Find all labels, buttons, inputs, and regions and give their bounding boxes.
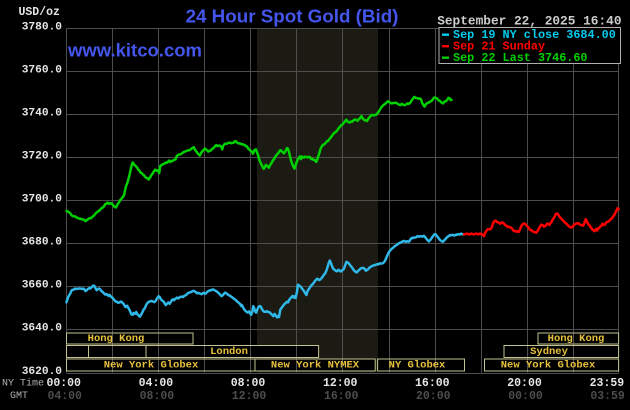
- svg-text:24 Hour Spot Gold (Bid): 24 Hour Spot Gold (Bid): [186, 6, 399, 27]
- svg-text:Sep 19 NY close 3684.00: Sep 19 NY close 3684.00: [453, 28, 616, 42]
- svg-text:3720.0: 3720.0: [22, 151, 63, 163]
- svg-text:NY Globex: NY Globex: [389, 360, 446, 372]
- svg-text:00:00: 00:00: [46, 377, 81, 390]
- svg-text:04:00: 04:00: [47, 390, 82, 403]
- svg-text:3680.0: 3680.0: [22, 237, 63, 249]
- svg-text:20:00: 20:00: [416, 390, 451, 403]
- svg-text:September 22, 2025 16:40: September 22, 2025 16:40: [437, 14, 621, 29]
- svg-text:3760.0: 3760.0: [22, 64, 63, 76]
- svg-text:3780.0: 3780.0: [22, 21, 63, 33]
- svg-text:12:00: 12:00: [323, 377, 358, 390]
- svg-text:3740.0: 3740.0: [22, 107, 63, 119]
- svg-text:00:00: 00:00: [508, 390, 543, 403]
- svg-text:3700.0: 3700.0: [22, 194, 63, 206]
- svg-text:04:00: 04:00: [139, 377, 174, 390]
- svg-text:3620.0: 3620.0: [22, 366, 63, 378]
- svg-text:Sep 21 Sunday: Sep 21 Sunday: [453, 40, 545, 54]
- svg-text:3660.0: 3660.0: [22, 280, 63, 292]
- svg-text:08:00: 08:00: [140, 390, 175, 403]
- svg-text:London: London: [210, 346, 248, 358]
- svg-text:12:00: 12:00: [232, 390, 267, 403]
- svg-text:New York NYMEX: New York NYMEX: [271, 360, 360, 372]
- svg-text:Sydney: Sydney: [530, 346, 569, 358]
- svg-text:03:59: 03:59: [590, 390, 625, 403]
- svg-text:New York Globex: New York Globex: [501, 360, 596, 372]
- svg-text:GMT: GMT: [10, 391, 28, 402]
- svg-text:08:00: 08:00: [231, 377, 266, 390]
- svg-text:3640.0: 3640.0: [22, 323, 63, 335]
- svg-text:16:00: 16:00: [324, 390, 359, 403]
- svg-text:Hong Kong: Hong Kong: [548, 333, 605, 345]
- svg-text:Hong Kong: Hong Kong: [88, 333, 145, 345]
- svg-text:USD/oz: USD/oz: [19, 6, 61, 19]
- svg-text:Sep 22 Last 3746.60: Sep 22 Last 3746.60: [453, 51, 588, 65]
- svg-text:www.kitco.com: www.kitco.com: [67, 40, 202, 61]
- svg-text:NY Time: NY Time: [2, 378, 44, 390]
- svg-text:New York Globex: New York Globex: [104, 360, 199, 372]
- svg-text:20:00: 20:00: [507, 377, 542, 390]
- svg-text:23:59: 23:59: [590, 377, 625, 390]
- svg-text:16:00: 16:00: [415, 377, 450, 390]
